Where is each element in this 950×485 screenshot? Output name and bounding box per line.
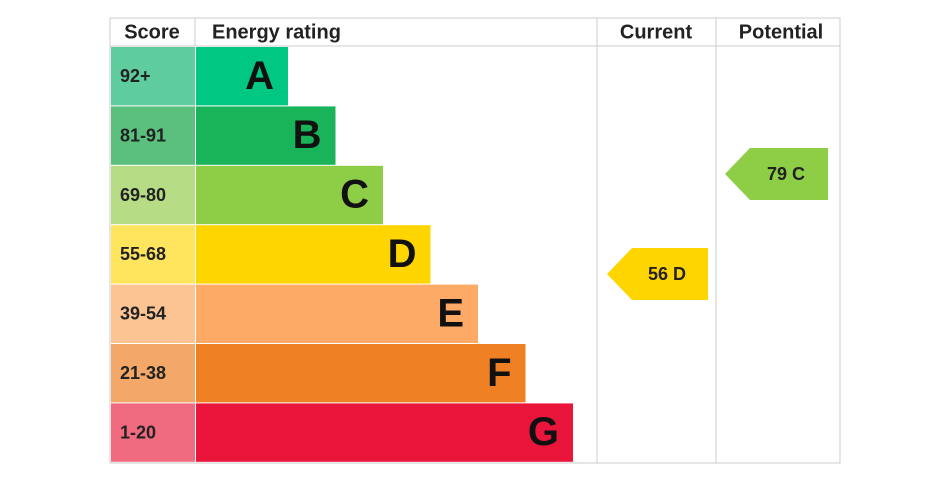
rating-bar <box>196 47 288 106</box>
score-label: 21-38 <box>120 363 166 383</box>
rating-bar <box>196 106 336 165</box>
rating-letter: G <box>528 410 559 454</box>
current-arrow <box>607 248 708 300</box>
header-score: Score <box>124 21 180 43</box>
potential-label: 79 C <box>767 164 805 184</box>
score-label: 55-68 <box>120 244 166 264</box>
potential-arrow <box>725 148 828 200</box>
rating-letter: D <box>388 232 417 276</box>
header-potential: Potential <box>739 21 823 43</box>
score-cell <box>111 106 195 165</box>
rating-bar <box>196 344 526 403</box>
score-label: 1-20 <box>120 422 156 442</box>
rating-bar <box>196 284 478 343</box>
header-current: Current <box>620 21 693 43</box>
score-label: 69-80 <box>120 185 166 205</box>
rating-letter: E <box>437 291 464 335</box>
rating-bar <box>196 165 383 225</box>
rating-letter: F <box>487 351 511 395</box>
score-cell <box>111 284 195 343</box>
score-cell <box>111 403 195 462</box>
rating-letter: B <box>293 113 322 157</box>
score-label: 39-54 <box>120 304 166 324</box>
score-label: 92+ <box>120 66 151 86</box>
score-label: 81-91 <box>120 125 166 145</box>
rating-bar <box>196 225 431 284</box>
header-rating: Energy rating <box>212 21 341 43</box>
rating-bar <box>196 403 573 462</box>
score-cell <box>111 47 195 106</box>
current-label: 56 D <box>648 264 686 284</box>
score-cell <box>111 165 195 225</box>
rating-letter: C <box>340 173 369 217</box>
rating-letter: A <box>245 54 274 98</box>
score-cell <box>111 344 195 403</box>
score-cell <box>111 225 195 284</box>
